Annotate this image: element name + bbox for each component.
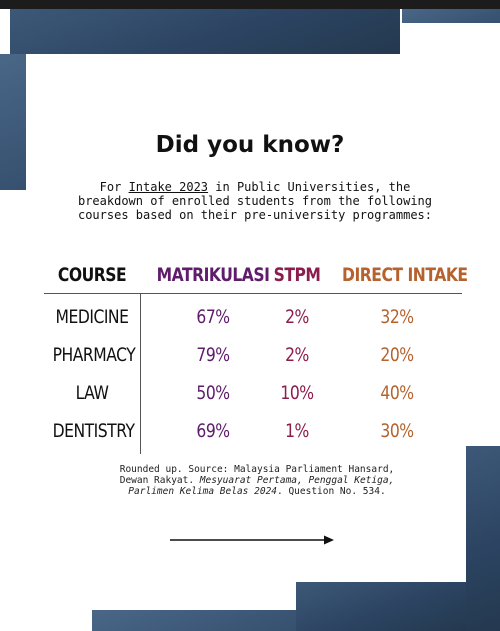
source-end: . Question No. 534. xyxy=(277,486,386,497)
course-cell: LAW xyxy=(75,382,109,404)
header-matrikulasi: MATRIKULASI xyxy=(156,264,270,286)
source-italic: Mesyuarat Pertama, Penggal Ketiga, Parli… xyxy=(128,475,395,497)
matrikulasi-cell: 69% xyxy=(196,420,230,442)
decor-block xyxy=(0,54,26,190)
intro-text: For Intake 2023 in Public Universities, … xyxy=(70,180,440,222)
matrikulasi-cell: 50% xyxy=(196,382,230,404)
decor-block xyxy=(296,582,466,631)
intro-highlight: Intake 2023 xyxy=(128,180,209,194)
intro-prefix: For xyxy=(99,180,129,194)
course-cell: MEDICINE xyxy=(55,306,129,328)
source-plain: Rounded up. Source: Malaysia Parliament … xyxy=(119,464,395,486)
decor-block xyxy=(92,610,296,631)
page-title: Did you know? xyxy=(155,132,345,158)
direct-cell: 32% xyxy=(380,306,414,328)
header-course: COURSE xyxy=(57,264,127,286)
arrow-right-icon[interactable] xyxy=(170,534,334,546)
matrikulasi-cell: 67% xyxy=(196,306,230,328)
direct-cell: 40% xyxy=(380,382,414,404)
course-cell: DENTISTRY xyxy=(52,420,135,442)
direct-cell: 20% xyxy=(380,344,414,366)
stpm-cell: 1% xyxy=(285,420,309,442)
stpm-cell: 2% xyxy=(285,306,309,328)
header-stpm: STPM xyxy=(273,264,321,286)
header-direct-intake: DIRECT INTAKE xyxy=(342,264,468,286)
direct-cell: 30% xyxy=(380,420,414,442)
intro-suffix: in Public Universities, the breakdown of… xyxy=(77,180,432,222)
stpm-cell: 2% xyxy=(285,344,309,366)
top-bar xyxy=(0,0,500,9)
decor-block xyxy=(466,446,500,631)
stpm-cell: 10% xyxy=(280,382,314,404)
matrikulasi-cell: 79% xyxy=(196,344,230,366)
decor-block xyxy=(402,9,500,23)
column-divider xyxy=(140,294,141,454)
decor-block xyxy=(10,9,400,54)
source-note: Rounded up. Source: Malaysia Parliament … xyxy=(112,464,402,497)
course-cell: PHARMACY xyxy=(52,344,136,366)
header-divider xyxy=(44,293,462,294)
